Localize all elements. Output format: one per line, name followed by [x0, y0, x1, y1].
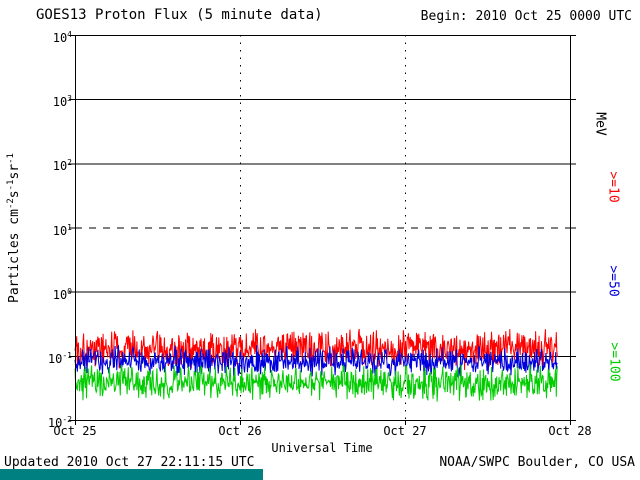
updated-timestamp: Updated 2010 Oct 27 22:11:15 UTC	[4, 455, 255, 470]
y-tick-label: 10-2	[47, 415, 72, 430]
x-tick-label: Oct 25	[53, 424, 97, 438]
series-label-ge50: >=50	[605, 265, 621, 297]
y-tick-label: 104	[52, 30, 72, 45]
series-line-ge100	[74, 364, 558, 402]
right-axis-unit-label: MeV	[592, 112, 608, 136]
x-tick-label: Oct 28	[548, 424, 592, 438]
series-label-ge10: >=10	[605, 171, 621, 203]
y-tick-label: 10-1	[47, 350, 72, 366]
source-attribution: NOAA/SWPC Boulder, CO USA	[439, 455, 635, 470]
bottom-accent-bar	[0, 469, 263, 480]
series-line-ge10	[74, 328, 558, 371]
y-tick-label: 101	[52, 222, 72, 238]
y-tick-label: 100	[52, 286, 72, 302]
y-tick-label: 102	[52, 158, 72, 174]
x-axis-title: Universal Time	[271, 441, 373, 455]
chart-title: GOES13 Proton Flux (5 minute data)	[36, 7, 323, 23]
y-axis-label: Particles cm-2s-1sr-1	[5, 153, 23, 303]
series-label-ge100: >=100	[606, 342, 622, 382]
begin-timestamp: Begin: 2010 Oct 25 0000 UTC	[420, 9, 632, 24]
series-line-ge50	[74, 344, 558, 379]
y-tick-label: 103	[52, 94, 72, 110]
x-tick-label: Oct 26	[218, 424, 262, 438]
x-tick-label: Oct 27	[383, 424, 427, 438]
